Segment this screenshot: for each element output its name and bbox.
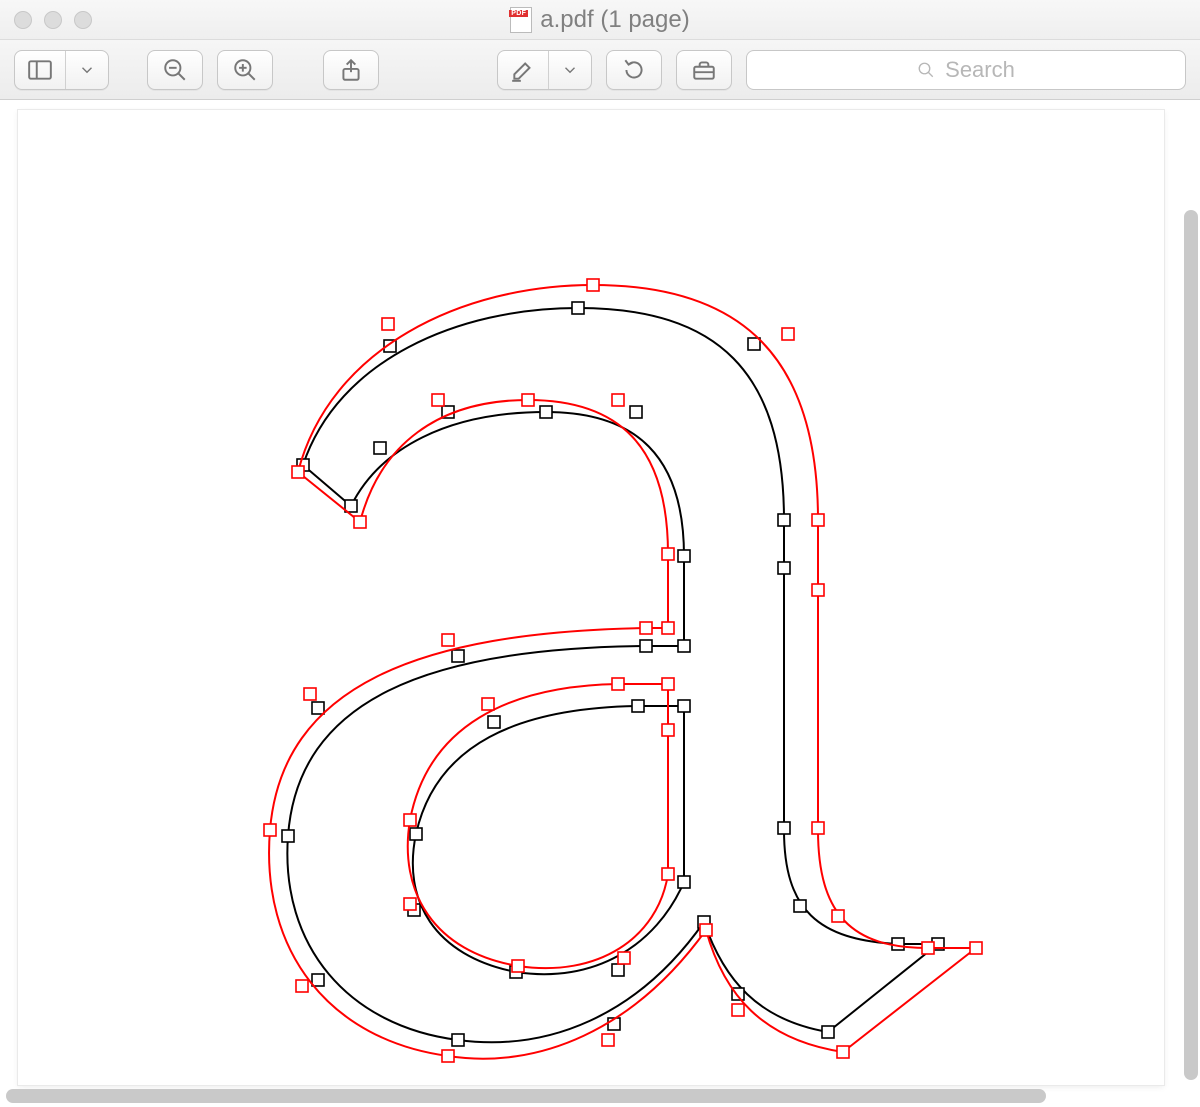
markup-button[interactable]: [497, 50, 592, 90]
minimize-window-button[interactable]: [44, 11, 62, 29]
toolbar: Search: [0, 40, 1200, 100]
share-button[interactable]: [323, 50, 379, 90]
search-placeholder: Search: [945, 57, 1015, 83]
highlighter-icon: [498, 51, 548, 89]
rotate-icon: [621, 57, 647, 83]
toolbox-icon: [691, 57, 717, 83]
vertical-scrollbar[interactable]: [1184, 210, 1198, 1080]
rotate-button[interactable]: [606, 50, 662, 90]
titlebar: a.pdf (1 page): [0, 0, 1200, 40]
sidebar-icon: [15, 51, 65, 89]
window-title-text: a.pdf (1 page): [540, 6, 689, 34]
document-viewport[interactable]: [0, 100, 1200, 1107]
close-window-button[interactable]: [14, 11, 32, 29]
share-icon: [338, 57, 364, 83]
markup-toolbar-button[interactable]: [676, 50, 732, 90]
zoom-in-icon: [232, 57, 258, 83]
fullscreen-window-button[interactable]: [74, 11, 92, 29]
window-controls: [14, 11, 92, 29]
zoom-in-button[interactable]: [217, 50, 273, 90]
search-field[interactable]: Search: [746, 50, 1186, 90]
horizontal-scrollbar[interactable]: [6, 1089, 1046, 1103]
chevron-down-icon: [548, 51, 591, 89]
window-title: a.pdf (1 page): [0, 6, 1200, 34]
chevron-down-icon: [65, 51, 108, 89]
zoom-out-button[interactable]: [147, 50, 203, 90]
zoom-out-icon: [162, 57, 188, 83]
pdf-file-icon: [510, 7, 532, 33]
glyph-canvas: [18, 110, 1164, 1085]
search-icon: [917, 61, 935, 79]
view-mode-button[interactable]: [14, 50, 109, 90]
pdf-page: [18, 110, 1164, 1085]
